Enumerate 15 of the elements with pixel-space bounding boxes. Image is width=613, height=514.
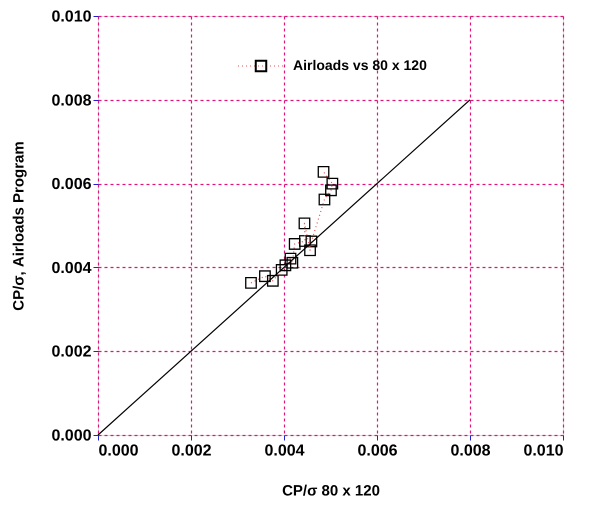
legend-label: Airloads vs 80 x 120 [293,57,428,73]
x-axis-title: CP/σ 80 x 120 [282,482,380,500]
y-tick-label: 0.010 [51,8,92,26]
x-tick-label: 0.004 [264,442,305,460]
x-tick-label: 0.010 [523,442,564,460]
y-tick-label: 0.002 [51,344,92,361]
x-tick-label: 0.006 [357,442,398,460]
y-axis-title: CP/σ, Airloads Program [10,141,28,311]
x-tick-label: 0.008 [450,442,491,460]
y-tick-label: 0.004 [51,260,92,277]
x-tick-label: 0.002 [171,442,212,460]
x-tick-label: 0.000 [98,442,139,460]
y-tick-label: 0.000 [51,428,92,444]
y-tick-label: 0.008 [51,92,92,110]
y-tick-label: 0.006 [51,176,92,194]
